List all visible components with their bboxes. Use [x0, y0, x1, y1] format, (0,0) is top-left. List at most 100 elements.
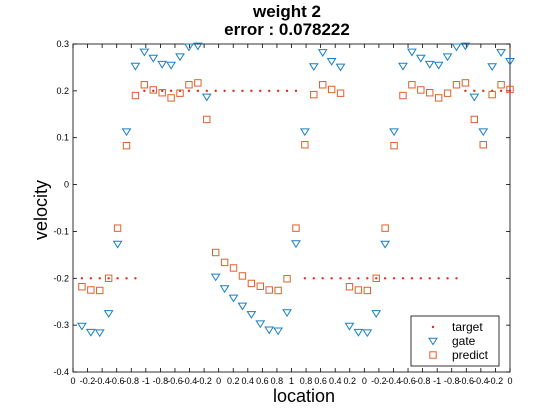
point-predict [434, 94, 443, 102]
point-gate [469, 93, 480, 102]
point-gate [228, 294, 239, 303]
point-predict [104, 274, 113, 282]
point-target [366, 277, 369, 280]
point-target [321, 277, 324, 280]
point-gate [460, 42, 471, 51]
point-gate [246, 311, 257, 319]
point-gate [433, 61, 444, 70]
point-gate [353, 328, 364, 337]
series-gate [77, 42, 515, 338]
point-target [89, 277, 93, 280]
point-target [428, 277, 431, 280]
point-gate [121, 128, 132, 137]
point-gate [77, 322, 87, 331]
point-gate [308, 63, 319, 72]
legend-marker-target [431, 325, 435, 329]
point-predict [506, 85, 514, 94]
x-tick-label: 1 [289, 376, 294, 386]
x-tick-label: -0.2 [488, 376, 504, 386]
point-gate [335, 63, 346, 72]
point-predict [211, 248, 220, 257]
point-target [392, 277, 396, 280]
point-gate [424, 60, 435, 69]
point-gate [273, 327, 284, 336]
x-tick-label: 0 [216, 376, 221, 386]
y-tick-label: 0.2 [56, 86, 69, 96]
point-predict [408, 81, 416, 89]
point-predict [390, 141, 398, 150]
point-predict [238, 272, 247, 280]
point-target [250, 89, 253, 93]
x-tick-label: -0.8 [415, 376, 431, 386]
x-tick-label: -0.4 [182, 376, 198, 386]
x-tick-label: 0.8 [271, 376, 284, 386]
point-predict [167, 94, 175, 102]
point-gate [344, 322, 355, 331]
point-target [339, 277, 342, 280]
point-gate [442, 53, 453, 62]
x-tick-label: -0.6 [167, 376, 183, 386]
point-gate [478, 128, 489, 137]
x-tick-label: -0.8 [124, 376, 140, 386]
point-gate [157, 60, 168, 69]
point-gate [317, 49, 328, 57]
point-predict [203, 115, 211, 124]
point-gate [299, 128, 310, 137]
point-gate [139, 48, 150, 57]
point-predict [426, 89, 434, 97]
point-target [80, 277, 84, 280]
point-target [499, 89, 503, 93]
series-target [80, 89, 512, 280]
x-tick-label: -0.4 [386, 376, 402, 386]
x-tick-label: -0.2 [80, 376, 96, 386]
point-predict [327, 85, 336, 94]
y-tick-label: -0.4 [53, 367, 69, 377]
point-target [401, 277, 405, 280]
x-tick-label: -1 [142, 376, 150, 386]
point-target [196, 89, 200, 93]
point-predict [497, 81, 505, 89]
point-gate [255, 320, 266, 329]
point-predict [372, 274, 380, 282]
point-target [437, 277, 440, 280]
legend-label-predict: predict [452, 348, 489, 362]
point-target [375, 277, 378, 280]
point-gate [130, 62, 141, 71]
point-predict [256, 282, 264, 290]
point-target [205, 89, 208, 93]
point-predict [176, 89, 184, 97]
point-target [348, 277, 351, 280]
point-gate [112, 240, 123, 249]
point-predict [140, 81, 149, 89]
point-target [473, 89, 476, 93]
y-tick-label: -0.2 [53, 273, 69, 283]
point-target [312, 277, 315, 280]
legend-box [410, 315, 500, 367]
point-predict [354, 286, 363, 294]
point-target [143, 89, 146, 93]
point-target [294, 89, 298, 93]
point-gate [85, 328, 96, 337]
point-gate [398, 62, 408, 71]
y-tick-label: 0.3 [56, 39, 69, 49]
x-tick-label: 0 [507, 376, 512, 386]
x-tick-label: -1 [433, 376, 441, 386]
point-predict [399, 91, 407, 100]
x-tick-label: 0.6 [256, 376, 269, 386]
point-target [107, 277, 110, 280]
point-gate [505, 58, 515, 66]
x-axis: 0 -0.2 -0.4 -0.6 -0.8 -1 -0.8 -0.6 -0.4 -0.2 0 0.2 0… [70, 44, 513, 386]
point-target [446, 277, 449, 280]
chart-title: weight 2 [252, 2, 321, 21]
point-target [268, 89, 271, 93]
point-gate [192, 42, 203, 51]
point-target [241, 89, 244, 93]
point-gate [380, 240, 391, 249]
point-target [152, 89, 155, 93]
x-tick-label: -0.6 [459, 376, 475, 386]
x-tick-label: -0.6 [400, 376, 416, 386]
series-predict [78, 79, 514, 295]
point-target [330, 277, 333, 280]
point-target [259, 89, 262, 93]
point-target [223, 89, 226, 93]
